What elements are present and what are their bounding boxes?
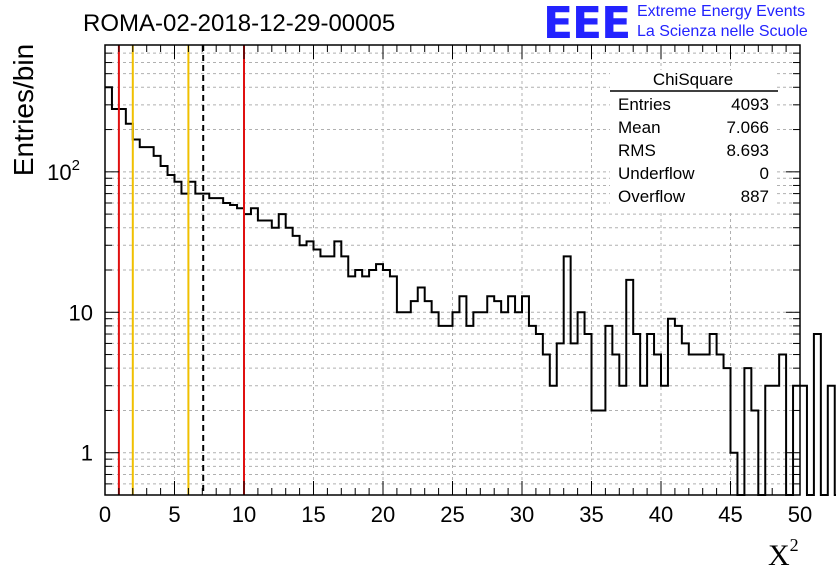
ticks-layer: 0 5 10 15 20 25 30 35 40 45 50 1 10 102: [47, 45, 812, 527]
logo-subtitle-2: La Scienza nelle Scuole: [637, 23, 808, 40]
x-tick-label: 45: [718, 502, 742, 527]
x-tick-label: 40: [649, 502, 673, 527]
x-tick-label: 10: [232, 502, 256, 527]
x-tick-label: 15: [301, 502, 325, 527]
logo-subtitle-1: Extreme Energy Events: [637, 3, 806, 20]
stats-label: Overflow: [618, 187, 686, 206]
x-tick-label: 25: [440, 502, 464, 527]
y-tick-label: 102: [47, 157, 80, 185]
x-tick-label: 0: [99, 502, 111, 527]
stats-value: 4093: [731, 95, 769, 114]
x-tick-label: 30: [510, 502, 534, 527]
x-axis-label-main: X: [768, 539, 790, 572]
x-tick-label: 5: [168, 502, 180, 527]
stats-box-bg: [610, 70, 775, 210]
stats-label: Underflow: [618, 164, 695, 183]
histogram-layer: [105, 86, 836, 496]
x-axis-label-sup: 2: [790, 535, 799, 555]
y-axis-label: Entries/bin: [8, 44, 39, 176]
stats-label: Entries: [618, 95, 671, 114]
histogram-outline: [105, 86, 836, 496]
stats-label: RMS: [618, 141, 656, 160]
stats-value: 7.066: [726, 118, 769, 137]
stats-value: 0: [760, 164, 769, 183]
x-axis-label: X2: [768, 535, 799, 572]
stats-value: 8.693: [726, 141, 769, 160]
stats-box: ChiSquare Entries 4093 Mean 7.066 RMS 8.693 Un…: [610, 70, 778, 210]
stats-title: ChiSquare: [653, 70, 733, 89]
stats-value: 887: [741, 187, 769, 206]
marker-lines-layer: [117, 45, 245, 495]
x-tick-label: 20: [371, 502, 395, 527]
x-tick-label: 50: [788, 502, 812, 527]
eee-logo: EEE: [543, 0, 631, 49]
run-title: ROMA-02-2018-12-29-00005: [83, 10, 396, 37]
y-tick-label: 1: [81, 441, 93, 466]
x-tick-label: 35: [579, 502, 603, 527]
stats-label: Mean: [618, 118, 661, 137]
y-tick-label: 10: [69, 300, 93, 325]
axis-labels-layer: Entries/bin X2: [8, 44, 799, 572]
